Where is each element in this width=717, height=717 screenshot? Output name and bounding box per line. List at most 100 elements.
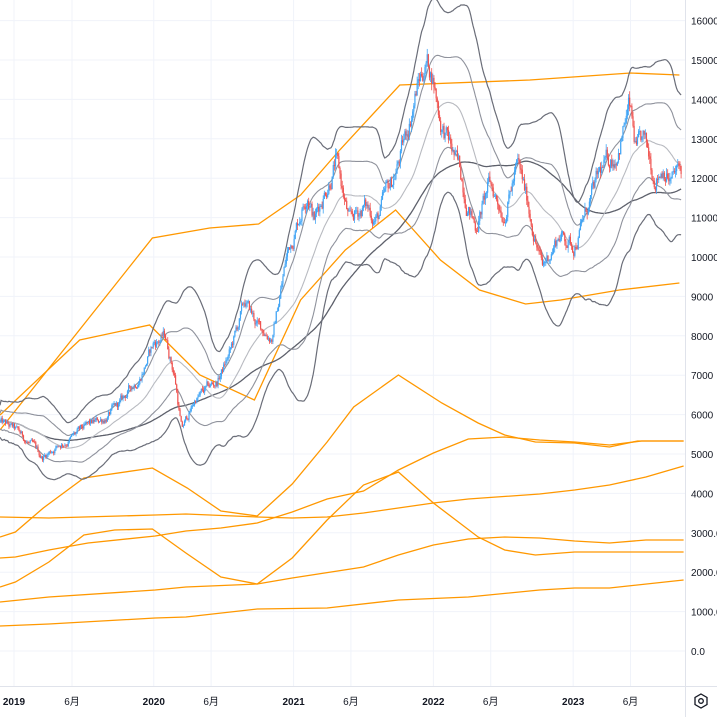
- candle: [221, 367, 224, 374]
- candle: [44, 452, 46, 458]
- candle: [85, 420, 87, 426]
- candle: [342, 185, 344, 199]
- candle: [280, 285, 282, 299]
- candle: [626, 104, 629, 120]
- candle: [281, 281, 283, 290]
- candle: [91, 419, 93, 424]
- candle: [350, 207, 352, 215]
- candle: [479, 210, 481, 225]
- candle: [76, 427, 78, 434]
- candle: [583, 215, 585, 223]
- candle: [322, 195, 324, 214]
- candle: [352, 213, 355, 221]
- price-axis[interactable]: 16000 15000 14000 13000 12000 11000 10000 9000 8…: [691, 17, 717, 658]
- candle: [545, 257, 547, 266]
- candle: [433, 75, 435, 94]
- candle: [289, 247, 291, 250]
- candle: [546, 252, 548, 264]
- candle: [266, 334, 268, 341]
- candle: [261, 328, 263, 332]
- candle: [186, 415, 188, 420]
- band-inner-lower-line: [0, 146, 682, 463]
- candle: [36, 445, 38, 449]
- time-axis[interactable]: 2019 6月 2020 6月 2021 6月 2022 6月 2023 6月: [3, 696, 638, 708]
- candle: [129, 384, 131, 389]
- candle: [511, 179, 513, 196]
- candle: [516, 159, 518, 166]
- candle: [35, 440, 37, 449]
- candle: [544, 260, 546, 267]
- candle: [398, 159, 400, 167]
- candle: [211, 381, 214, 385]
- candle: [491, 182, 493, 192]
- candle: [48, 451, 50, 456]
- candle: [405, 128, 407, 140]
- candle: [412, 109, 414, 122]
- candle: [209, 383, 211, 388]
- candle: [531, 223, 533, 237]
- candle: [148, 346, 150, 358]
- candle: [178, 402, 180, 411]
- candle: [391, 184, 394, 188]
- candle: [206, 378, 208, 387]
- candle: [26, 440, 28, 443]
- y-tick-label: 9000: [691, 292, 714, 303]
- candle: [225, 357, 227, 366]
- x-tick-label: 6月: [483, 696, 499, 708]
- y-tick-label: 14000: [691, 95, 717, 106]
- candle: [190, 404, 192, 413]
- candle: [551, 248, 554, 256]
- candle: [525, 183, 527, 194]
- candle: [442, 124, 444, 134]
- candle: [183, 419, 186, 426]
- candle: [213, 380, 215, 388]
- candle: [331, 176, 333, 190]
- candle: [529, 209, 531, 222]
- candle: [452, 146, 454, 153]
- band-inner-upper-line: [0, 54, 682, 436]
- candle: [155, 339, 158, 349]
- candle: [176, 383, 178, 394]
- candle: [299, 217, 301, 227]
- candle: [366, 201, 368, 209]
- candle: [227, 354, 229, 362]
- candle: [417, 72, 419, 90]
- candle: [197, 394, 199, 401]
- candle: [162, 327, 164, 340]
- candle: [116, 402, 119, 411]
- candle: [340, 170, 342, 190]
- candle: [310, 202, 312, 208]
- x-tick-label: 2022: [422, 697, 445, 708]
- candle: [271, 338, 273, 345]
- gear-icon[interactable]: [694, 693, 708, 709]
- grid: [0, 0, 685, 686]
- candle: [661, 171, 663, 179]
- candle: [20, 430, 22, 434]
- candle: [381, 189, 384, 201]
- candle: [527, 195, 529, 208]
- candle: [21, 431, 23, 438]
- candle: [62, 443, 64, 449]
- y-tick-label: 12000: [691, 174, 717, 185]
- candle: [499, 205, 501, 213]
- candle: [216, 381, 218, 388]
- candle: [257, 318, 259, 325]
- orange-line-3: [0, 374, 684, 538]
- candle: [100, 416, 102, 422]
- candle: [166, 338, 168, 341]
- candle: [500, 206, 502, 218]
- candle: [120, 393, 122, 403]
- candle: [472, 216, 474, 220]
- candle: [302, 203, 304, 211]
- candle: [115, 401, 117, 407]
- candle: [72, 433, 74, 436]
- candle: [361, 205, 363, 217]
- candle: [390, 176, 393, 188]
- candle: [336, 148, 338, 159]
- candle: [152, 341, 154, 349]
- candle: [457, 153, 460, 161]
- candle: [662, 169, 664, 181]
- candle: [31, 438, 34, 443]
- orange-line-1: [0, 72, 680, 431]
